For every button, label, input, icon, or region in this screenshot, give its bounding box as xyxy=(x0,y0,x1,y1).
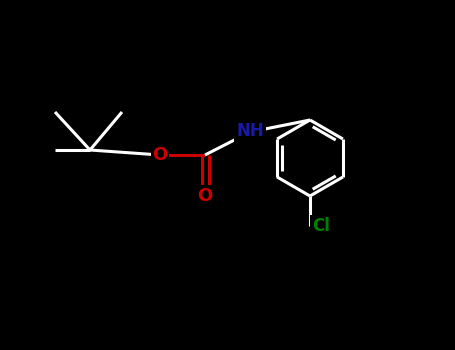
Text: Cl: Cl xyxy=(312,217,330,235)
Text: O: O xyxy=(197,187,212,205)
Text: NH: NH xyxy=(236,122,264,140)
Text: O: O xyxy=(152,146,167,164)
